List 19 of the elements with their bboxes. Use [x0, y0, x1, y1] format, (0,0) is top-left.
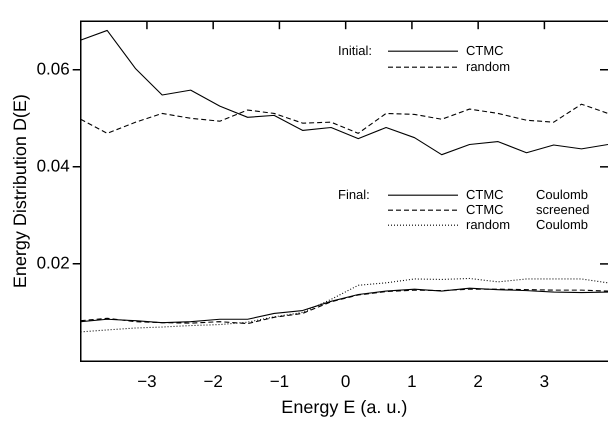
- y-tick-label: 0.02: [36, 254, 70, 273]
- x-tick-label: −2: [203, 372, 223, 391]
- text: random: [466, 58, 510, 74]
- y-tick-label: 0.06: [36, 59, 70, 78]
- y-axis-title: Energy Distribution D(E): [10, 94, 30, 288]
- x-tick-label: 1: [407, 372, 417, 391]
- text: CTMC screened: [466, 202, 590, 217]
- legend-label: CTMC: [466, 42, 504, 58]
- y-tick-label: 0.04: [36, 156, 70, 176]
- annotation: Final:: [338, 186, 370, 202]
- x-tick-label: −3: [137, 372, 157, 391]
- x-tick-label: 3: [540, 372, 550, 391]
- annotation: Initial:: [338, 42, 372, 58]
- text: random Coulomb: [466, 216, 588, 232]
- x-tick-label: −1: [270, 372, 290, 391]
- x-tick-label: 0: [340, 372, 350, 391]
- x-axis-title: Energy E (a. u.): [281, 397, 408, 418]
- text: CTMC Coulomb: [466, 186, 588, 202]
- x-tick-label: 2: [473, 372, 483, 391]
